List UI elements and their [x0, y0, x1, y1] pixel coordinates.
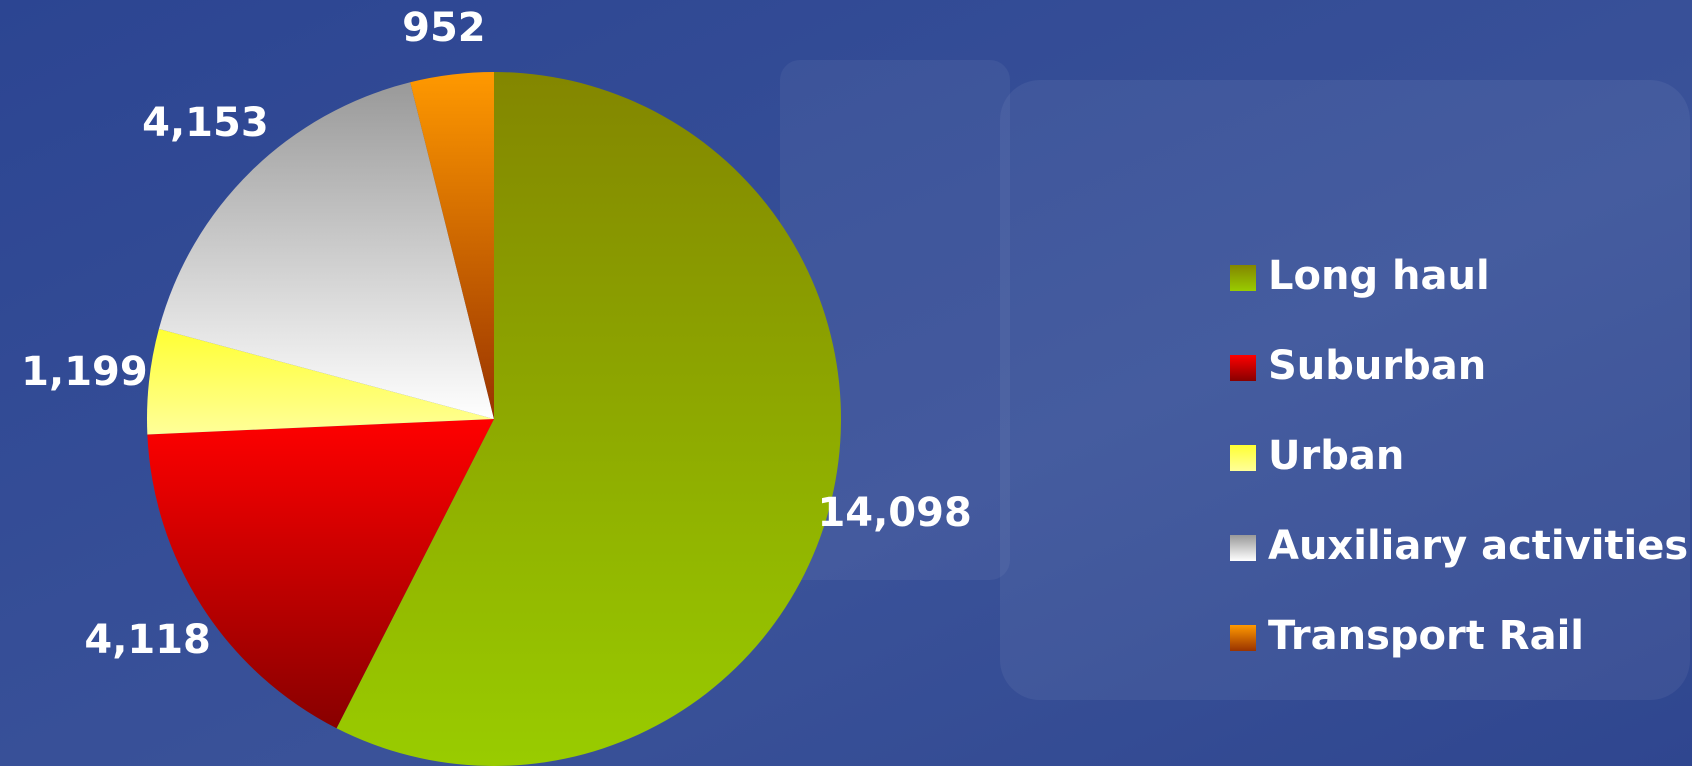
chart: 14,098 4,118 1,199 4,153 952 Long haul Suburba… [0, 0, 1692, 766]
legend-swatch [1230, 535, 1256, 561]
value-label: 4,153 [142, 100, 269, 146]
legend-swatch [1230, 445, 1256, 471]
legend-label: Transport Rail [1268, 613, 1584, 659]
page: 14,098 4,118 1,199 4,153 952 Long haul Suburba… [0, 0, 1692, 766]
legend-label: Auxiliary activities [1268, 523, 1688, 569]
legend-label: Urban [1268, 433, 1404, 479]
background-photo [1000, 80, 1690, 700]
legend-swatch [1230, 265, 1256, 291]
legend-swatch [1230, 625, 1256, 651]
value-label: 1,199 [21, 349, 148, 395]
legend-swatch [1230, 355, 1256, 381]
value-label: 14,098 [817, 490, 971, 536]
value-label: 4,118 [84, 617, 211, 663]
value-label: 952 [402, 5, 486, 51]
legend-label: Suburban [1268, 343, 1486, 389]
legend-label: Long haul [1268, 253, 1490, 299]
